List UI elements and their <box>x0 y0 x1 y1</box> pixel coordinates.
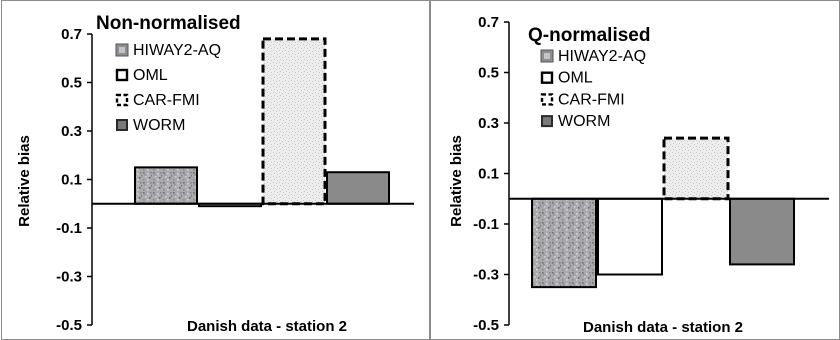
legend-swatch-oml <box>542 73 552 83</box>
chart-panel-q-normalised: 0.7 0.5 0.3 0.1 -0.1 -0.3 -0.5 Relative bias Dan… <box>430 0 840 340</box>
legend-label: HIWAY2-AQ <box>133 42 221 59</box>
y-tick-label: 0.1 <box>61 172 82 189</box>
y-tick-label: -0.5 <box>473 317 499 334</box>
legend-item-hiway2-aq: HIWAY2-AQ <box>541 48 646 65</box>
bar-car-fmi <box>664 138 728 199</box>
y-tick-label: -0.3 <box>56 269 82 286</box>
legend-swatch-car-fmi <box>117 95 127 105</box>
legend-item-car-fmi: CAR-FMI <box>542 91 625 108</box>
legend-label: OML <box>558 70 593 87</box>
y-axis-title: Relative bias <box>16 135 33 227</box>
bar-car-fmi <box>263 39 325 204</box>
y-tick-label: 0.3 <box>61 123 82 140</box>
x-axis-title: Danish data - station 2 <box>583 319 743 336</box>
y-tick-label: 0.3 <box>478 115 499 132</box>
legend-label: CAR-FMI <box>558 91 625 108</box>
y-tick-label: -0.1 <box>473 216 499 233</box>
legend-label: HIWAY2-AQ <box>558 48 646 65</box>
legend-label: WORM <box>133 117 185 134</box>
y-axis-title: Relative bias <box>448 135 465 227</box>
bar-worm <box>730 199 794 265</box>
bar-hiway2-aq <box>532 199 596 287</box>
y-tick-label: -0.3 <box>473 267 499 284</box>
legend-swatch-worm <box>117 120 127 130</box>
legend-swatch-oml <box>117 70 127 80</box>
bar-hiway2-aq <box>135 167 197 203</box>
y-tick-label: 0.7 <box>478 14 499 31</box>
legend-label: OML <box>133 67 168 84</box>
legend-swatch-car-fmi <box>542 94 552 104</box>
legend-item-oml: OML <box>117 67 168 84</box>
y-tick-label: -0.5 <box>56 317 82 334</box>
bar-oml <box>598 199 662 275</box>
y-tick-label: 0.7 <box>61 26 82 43</box>
legend-item-worm: WORM <box>117 117 185 134</box>
chart-title: Non-normalised <box>96 13 241 34</box>
y-tick-label: 0.5 <box>61 75 82 92</box>
bar-worm <box>327 172 389 204</box>
x-axis-title: Danish data - station 2 <box>187 318 347 335</box>
legend-item-worm: WORM <box>542 113 610 130</box>
y-tick-label: 0.5 <box>478 65 499 82</box>
legend-swatch-hiway2-aq <box>541 50 553 62</box>
legend-item-hiway2-aq: HIWAY2-AQ <box>116 42 221 59</box>
bar-chart-q-normalised: 0.7 0.5 0.3 0.1 -0.1 -0.3 -0.5 Relative bias Dan… <box>431 1 839 339</box>
y-tick-label: 0.1 <box>478 166 499 183</box>
legend: HIWAY2-AQ OML CAR-FMI WORM <box>116 42 221 134</box>
bar-chart-non-normalised: 0.7 0.5 0.3 0.1 -0.1 -0.3 -0.5 Relative bias Dan… <box>2 1 429 339</box>
legend-label: CAR-FMI <box>133 92 200 109</box>
legend-item-oml: OML <box>542 70 593 87</box>
legend-label: WORM <box>558 113 610 130</box>
legend-item-car-fmi: CAR-FMI <box>117 92 200 109</box>
legend: HIWAY2-AQ OML CAR-FMI WORM <box>541 48 646 130</box>
bars-group <box>532 138 794 287</box>
legend-swatch-hiway2-aq <box>116 44 128 56</box>
y-tick-label: -0.1 <box>56 220 82 237</box>
legend-swatch-worm <box>542 116 552 126</box>
chart-panel-non-normalised: 0.7 0.5 0.3 0.1 -0.1 -0.3 -0.5 Relative bias Dan… <box>1 0 430 340</box>
chart-title: Q-normalised <box>528 25 650 46</box>
